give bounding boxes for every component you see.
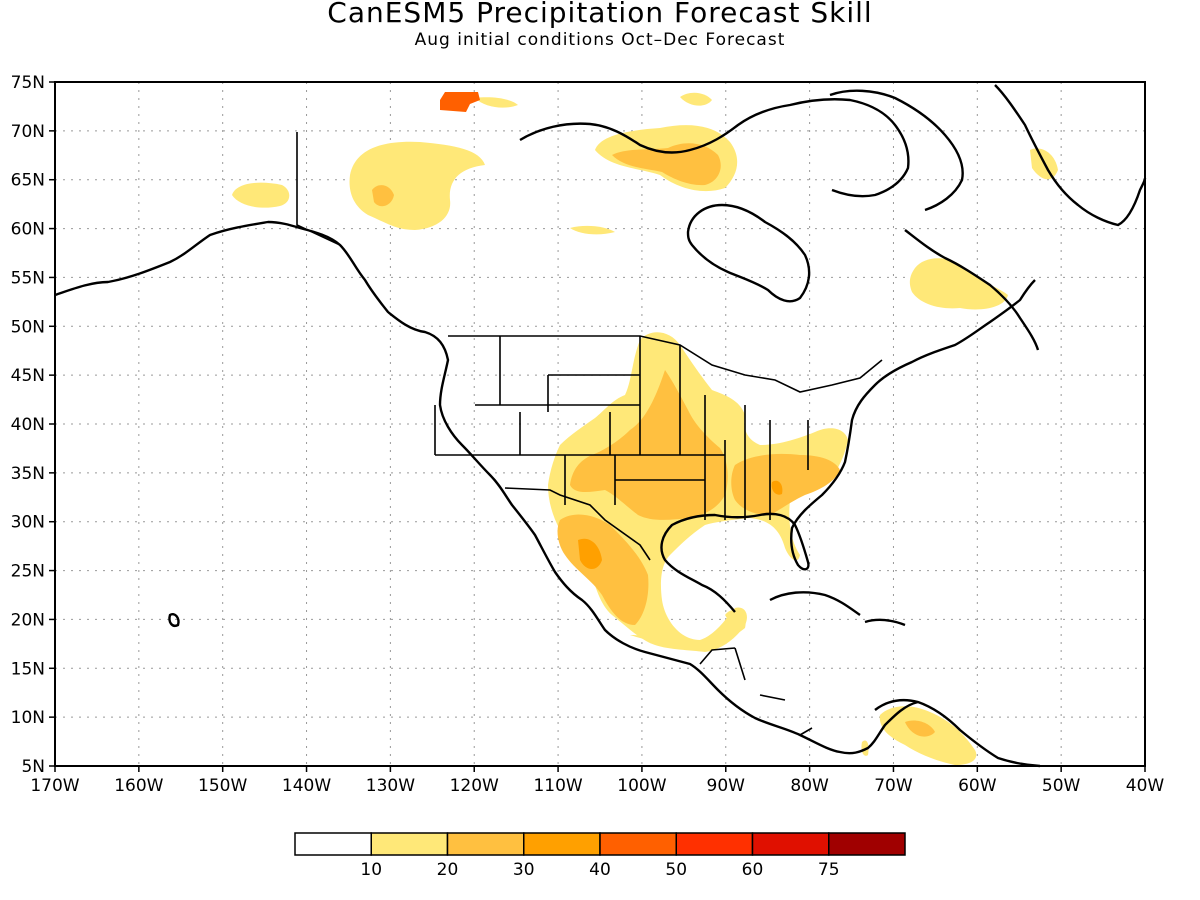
skill-shading [232, 92, 1058, 765]
lat-tick-label: 65N [11, 171, 45, 191]
coastline-greenland [994, 84, 1147, 227]
lon-tick-label: 170W [30, 776, 79, 796]
lat-tick-label: 25N [11, 562, 45, 582]
lon-tick-label: 140W [282, 776, 331, 796]
coastlines [54, 84, 1147, 768]
coastline-baffin [829, 89, 964, 212]
colorbar-label: 75 [818, 860, 840, 880]
colorbar-swatch [370, 832, 449, 856]
border-central-america [699, 647, 813, 736]
coastline-south-america [874, 698, 1041, 768]
colorbar-swatch [294, 832, 372, 856]
skill-region-mexico-hot [578, 538, 602, 569]
coastline-arctic-islands [519, 98, 910, 198]
lon-tick-label: 130W [366, 776, 415, 796]
coastline-north-america [54, 220, 919, 755]
colorbar-label: 50 [665, 860, 687, 880]
skill-region-yukon-core [372, 185, 394, 207]
lat-tick-label: 75N [11, 73, 45, 93]
skill-region-plains [570, 370, 728, 520]
skill-region-mackenzie [570, 225, 615, 235]
lat-tick-label: 20N [11, 610, 45, 630]
colorbar-swatch [675, 832, 754, 856]
lat-tick-label: 70N [11, 122, 45, 142]
lon-tick-label: 70W [874, 776, 913, 796]
latitude-axis: 75N 70N 65N 60N 55N 50N 45N 40N 35N 30N 25N 20N 15N 1… [11, 73, 55, 777]
border-alaska-canada [296, 132, 341, 246]
lat-tick-label: 35N [11, 464, 45, 484]
colorbar-label: 30 [513, 860, 535, 880]
lon-tick-label: 60W [958, 776, 997, 796]
lon-tick-label: 50W [1042, 776, 1081, 796]
lat-tick-label: 50N [11, 317, 45, 337]
lat-tick-label: 10N [11, 708, 45, 728]
longitude-axis: 170W 160W 150W 140W 130W 120W 110W 100W 90W 80W 70… [30, 766, 1164, 796]
lat-tick-label: 45N [11, 366, 45, 386]
lon-tick-label: 80W [790, 776, 829, 796]
border-us-states [434, 336, 809, 520]
border-us-canada [448, 335, 883, 393]
skill-region-labrador [909, 258, 1008, 310]
lon-tick-label: 110W [533, 776, 582, 796]
colorbar-swatch [828, 832, 906, 856]
lon-tick-label: 40W [1126, 776, 1165, 796]
lat-tick-label: 60N [11, 220, 45, 240]
lat-tick-label: 30N [11, 513, 45, 533]
colorbar-label: 60 [742, 860, 764, 880]
skill-region-sa-core [905, 720, 935, 737]
lon-tick-label: 120W [450, 776, 499, 796]
colorbar-label: 20 [437, 860, 459, 880]
skill-region-banks [475, 97, 518, 108]
coastline-labrador [904, 229, 1040, 351]
coastline-gulf-east [660, 279, 1036, 613]
colorbar-swatch [523, 832, 601, 856]
map-title: CanESM5 Precipitation Forecast Skill [327, 0, 872, 29]
skill-region-arctic-core [612, 143, 721, 186]
lon-tick-label: 150W [198, 776, 247, 796]
border-us-mexico [504, 487, 651, 561]
skill-region-alabama [771, 480, 783, 495]
lon-tick-label: 160W [114, 776, 163, 796]
map-subtitle: Aug initial conditions Oct–Dec Forecast [415, 30, 786, 50]
skill-region-southeast [731, 453, 840, 515]
colorbar: 10 20 30 40 50 60 75 [294, 832, 906, 880]
skill-region-yukon [349, 141, 485, 230]
colorbar-label: 40 [589, 860, 611, 880]
lat-tick-label: 40N [11, 415, 45, 435]
colorbar-label: 10 [360, 860, 382, 880]
skill-region-yucatan [725, 609, 745, 624]
lon-tick-label: 100W [617, 776, 666, 796]
skill-region-alaska [232, 182, 290, 208]
coastline-hispaniola [864, 618, 906, 627]
colorbar-swatch [446, 832, 525, 856]
colorbar-swatch [751, 832, 830, 856]
skill-region-victoria-island [440, 92, 480, 112]
skill-region-mexico-south [630, 610, 746, 651]
colorbar-swatch [599, 832, 677, 856]
coastline-hawaii [168, 613, 180, 627]
political-borders [296, 132, 883, 736]
lat-tick-label: 5N [21, 757, 45, 777]
lat-tick-label: 55N [11, 268, 45, 288]
lon-tick-label: 90W [707, 776, 746, 796]
map-border [54, 81, 1146, 767]
coastline-cuba [769, 591, 861, 616]
coastline-hudson-bay [686, 203, 811, 303]
skill-region-arctic-north [680, 92, 712, 106]
lat-tick-label: 15N [11, 659, 45, 679]
